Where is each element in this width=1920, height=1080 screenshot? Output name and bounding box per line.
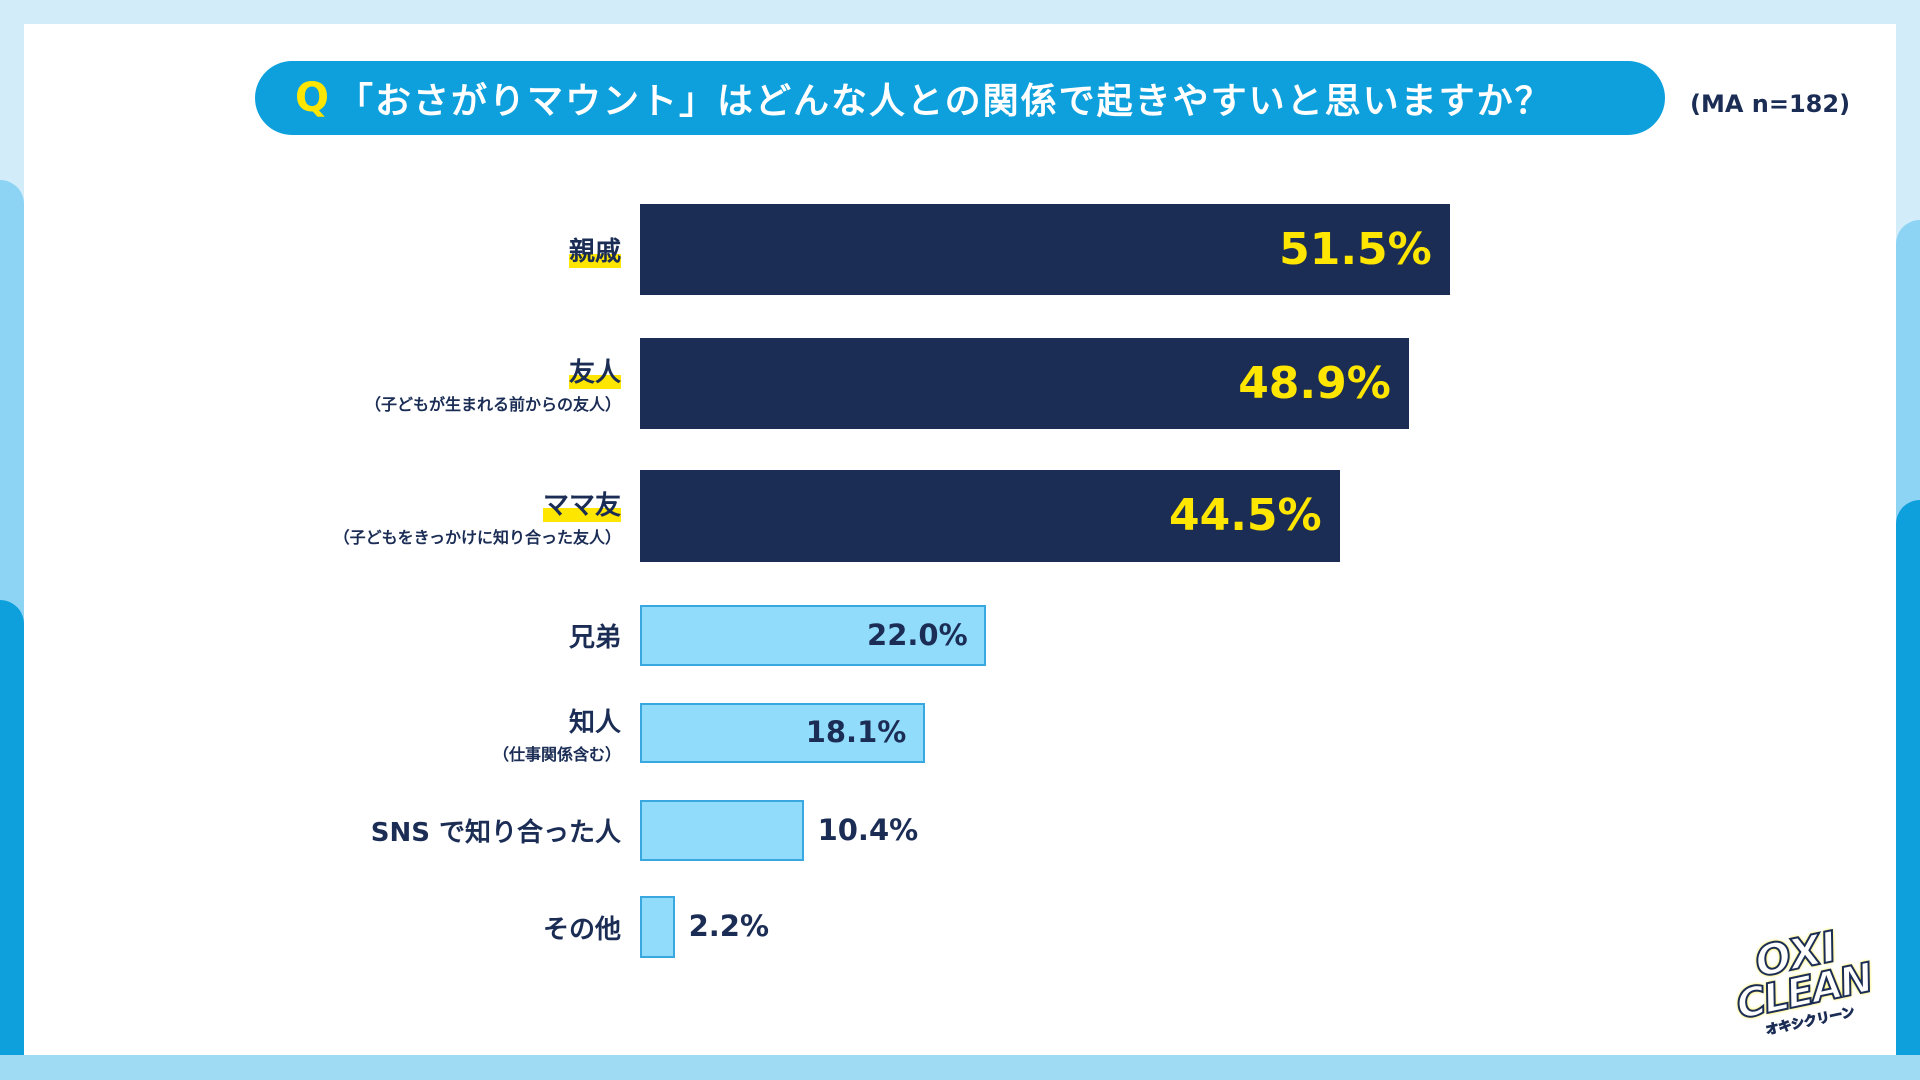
category-sublabel: （子どもをきっかけに知り合った友人） <box>333 527 621 547</box>
background-wave <box>0 600 24 1055</box>
category-name: 友人 <box>568 352 621 389</box>
category-label: 兄弟 <box>569 617 621 654</box>
q-mark: Q <box>295 75 332 121</box>
category-sublabel: （仕事関係含む） <box>492 744 621 764</box>
bar-5 <box>640 800 804 861</box>
category-sublabel: （子どもが生まれる前からの友人） <box>364 395 621 414</box>
category-label: ママ友 （子どもをきっかけに知り合った友人） <box>333 484 621 548</box>
category-label: 知人 （仕事関係含む） <box>493 702 621 765</box>
category-name: ママ友 <box>542 484 621 522</box>
category-label: 友人 （子どもが生まれる前からの友人） <box>365 352 621 415</box>
background-wave <box>0 1055 1920 1080</box>
value-label: 10.4% <box>817 812 919 847</box>
background-wave <box>1896 500 1920 1055</box>
category-name: SNS で知り合った人 <box>370 818 621 848</box>
question-title: Q 「おさがりマウント」はどんな人との関係で起きやすいと思いますか？ <box>255 61 1665 135</box>
category-name: 兄弟 <box>568 623 621 653</box>
bar-0 <box>640 204 1451 295</box>
value-label: 18.1% <box>805 715 907 749</box>
value-label: 22.0% <box>867 617 968 652</box>
category-label: 親戚 <box>568 231 621 268</box>
sample-size: (MA n=182) <box>1690 90 1851 118</box>
value-label: 51.5% <box>1279 223 1432 275</box>
category-name: その他 <box>542 914 621 945</box>
value-label: 48.9% <box>1238 357 1391 409</box>
bar-1 <box>640 338 1410 429</box>
bar-6 <box>640 896 675 958</box>
category-label: SNS で知り合った人 <box>371 812 621 849</box>
title-text: 「おさがりマウント」はどんな人との関係で起きやすいと思いますか？ <box>337 81 1553 122</box>
bar-2 <box>640 470 1340 562</box>
bar-3 <box>640 605 987 666</box>
category-label: その他 <box>543 909 621 946</box>
category-name: 知人 <box>568 707 621 738</box>
bar-4 <box>640 703 925 763</box>
value-label: 44.5% <box>1168 490 1322 541</box>
value-label: 2.2% <box>688 909 770 943</box>
category-name: 親戚 <box>568 231 621 268</box>
